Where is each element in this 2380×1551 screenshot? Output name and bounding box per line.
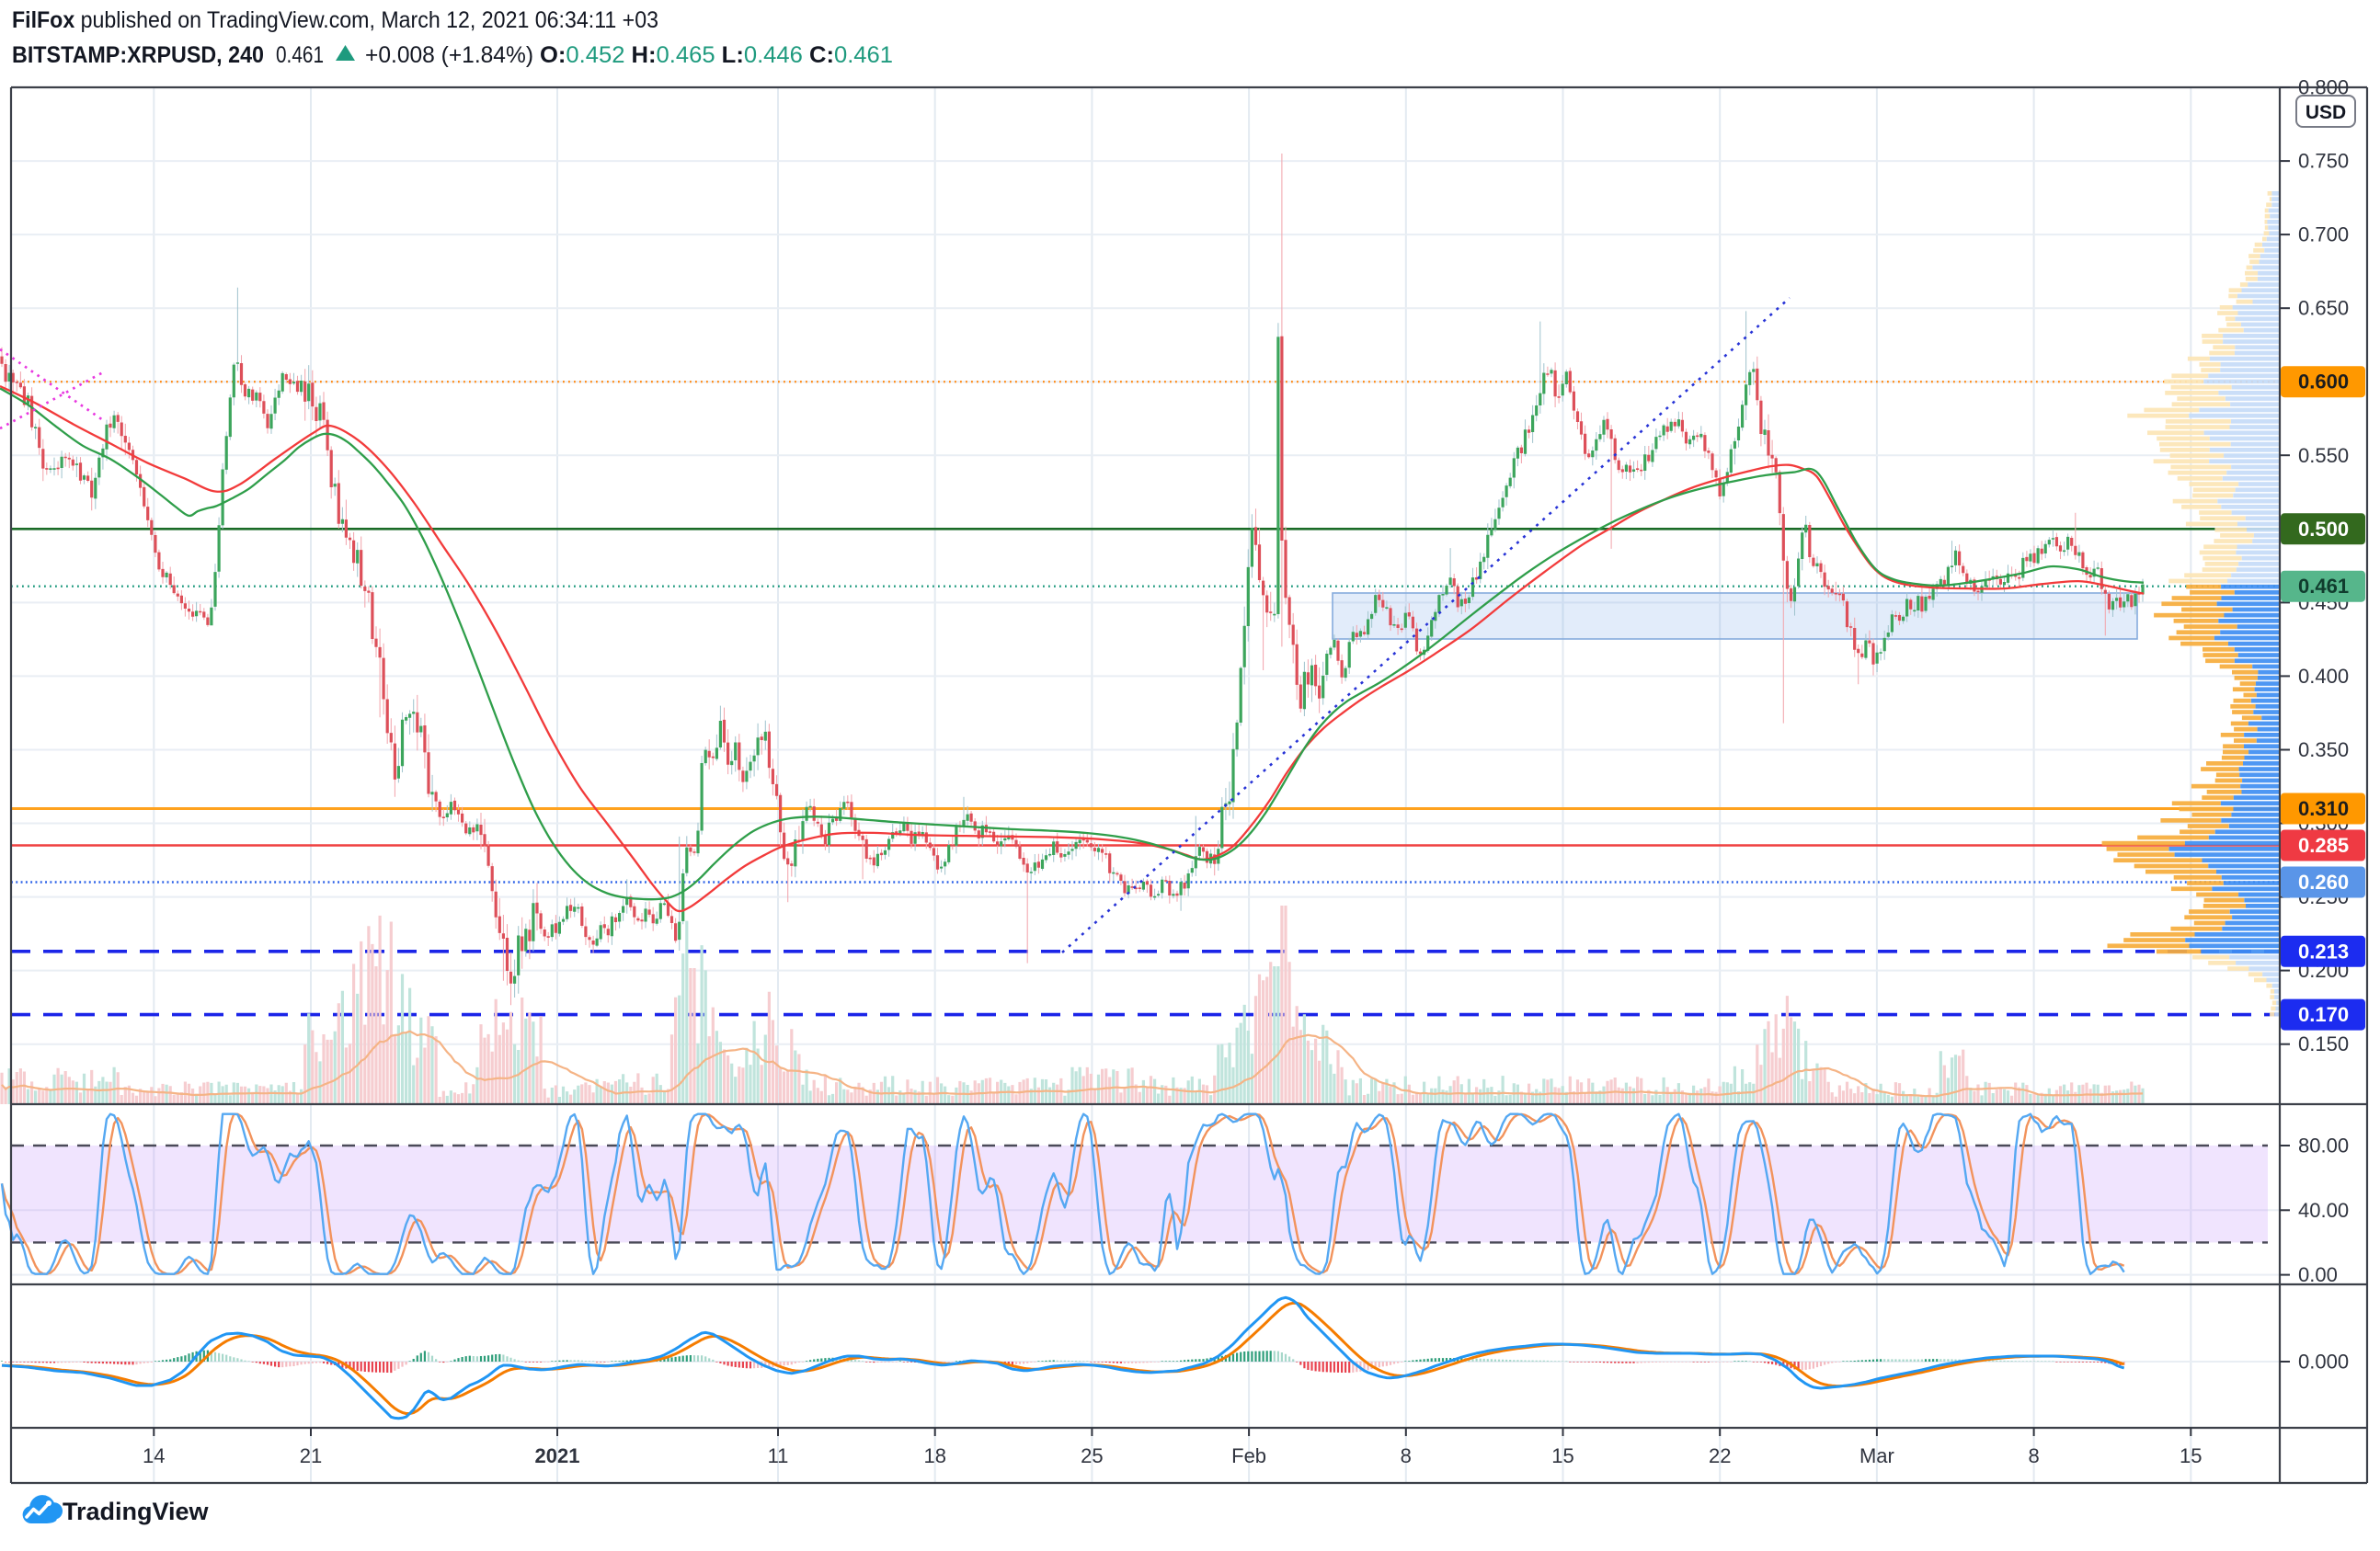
svg-text:0.285: 0.285 (2298, 834, 2349, 857)
svg-text:18: 18 (923, 1444, 945, 1467)
svg-text:TradingView: TradingView (63, 1498, 210, 1525)
svg-text:0.170: 0.170 (2298, 1003, 2349, 1026)
svg-text:8: 8 (2028, 1444, 2039, 1467)
svg-text:22: 22 (1709, 1444, 1731, 1467)
svg-text:40.00: 40.00 (2298, 1199, 2349, 1222)
svg-text:Mar: Mar (1859, 1444, 1894, 1467)
svg-text:0.350: 0.350 (2298, 738, 2349, 761)
svg-text:11: 11 (768, 1444, 789, 1467)
svg-text:0.700: 0.700 (2298, 223, 2349, 246)
svg-text:FilFox published on TradingVie: FilFox published on TradingView.com, Mar… (12, 7, 658, 33)
svg-text:2021: 2021 (535, 1444, 580, 1467)
svg-text:0.213: 0.213 (2298, 940, 2349, 963)
svg-text:0.461: 0.461 (2298, 575, 2349, 598)
svg-text:0.00: 0.00 (2298, 1263, 2338, 1286)
svg-text:0.500: 0.500 (2298, 518, 2349, 541)
svg-text:USD: USD (2306, 102, 2346, 123)
svg-text:0.461: 0.461 (276, 42, 324, 68)
svg-text:8: 8 (1401, 1444, 1412, 1467)
svg-text:14: 14 (143, 1444, 165, 1467)
svg-text:0.260: 0.260 (2298, 871, 2349, 894)
svg-text:0.310: 0.310 (2298, 797, 2349, 820)
svg-text:15: 15 (2180, 1444, 2202, 1467)
svg-text:80.00: 80.00 (2298, 1135, 2349, 1158)
svg-text:BITSTAMP:XRPUSD, 240: BITSTAMP:XRPUSD, 240 (12, 42, 264, 68)
svg-text:25: 25 (1081, 1444, 1103, 1467)
svg-text:15: 15 (1551, 1444, 1573, 1467)
svg-text:0.650: 0.650 (2298, 297, 2349, 320)
svg-text:+0.008 (+1.84%): +0.008 (+1.84%) (365, 42, 533, 68)
svg-text:0.550: 0.550 (2298, 444, 2349, 467)
svg-text:0.150: 0.150 (2298, 1032, 2349, 1055)
svg-text:0.600: 0.600 (2298, 371, 2349, 393)
svg-text:Feb: Feb (1231, 1444, 1266, 1467)
svg-text:0.400: 0.400 (2298, 665, 2349, 688)
svg-text:0.750: 0.750 (2298, 150, 2349, 173)
svg-text:21: 21 (300, 1444, 322, 1467)
svg-text:0.000: 0.000 (2298, 1351, 2349, 1374)
svg-text:O:0.452 H:0.465 L:0.446 C:0.46: O:0.452 H:0.465 L:0.446 C:0.461 (540, 42, 893, 68)
